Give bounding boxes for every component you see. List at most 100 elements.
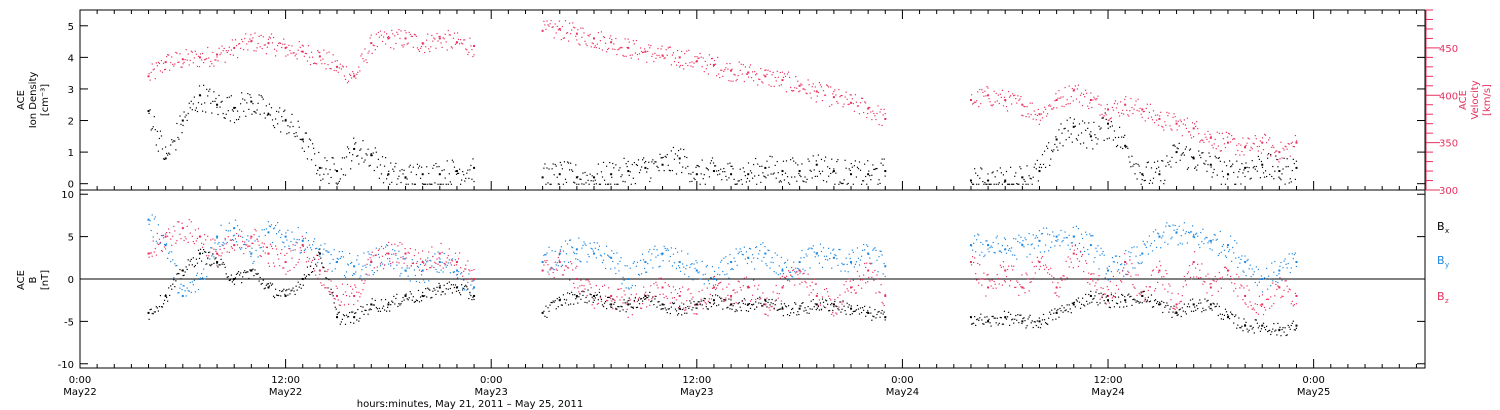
sample-by xyxy=(354,273,356,275)
sample-velocity xyxy=(1156,119,1158,121)
sample-by xyxy=(861,249,864,251)
sample-ion-density xyxy=(572,170,574,172)
sample-by xyxy=(1014,254,1016,256)
sample-velocity xyxy=(1237,149,1239,152)
sample-by xyxy=(1140,262,1142,265)
sample-bz xyxy=(364,280,366,282)
sample-ion-density xyxy=(308,138,311,140)
sample-bx xyxy=(1080,303,1083,305)
sample-bz xyxy=(376,266,378,268)
sample-ion-density xyxy=(469,169,471,171)
sample-bx xyxy=(820,308,823,310)
sample-by xyxy=(303,249,305,251)
sample-bz xyxy=(777,297,779,299)
sample-by xyxy=(830,252,832,254)
sample-bx xyxy=(356,319,358,321)
sample-velocity xyxy=(1255,138,1257,140)
sample-ion-density xyxy=(1246,166,1248,168)
sample-by xyxy=(1096,250,1098,252)
data-point-ion-density xyxy=(336,170,339,173)
data-point-velocity xyxy=(164,61,167,64)
sample-bx xyxy=(442,291,444,293)
sample-by xyxy=(470,284,472,286)
sample-ion-density xyxy=(214,100,216,102)
sample-ion-density xyxy=(176,122,178,125)
sample-by xyxy=(1245,275,1247,277)
sample-velocity xyxy=(725,67,727,69)
sample-bx xyxy=(686,312,688,314)
sample-bz xyxy=(694,304,696,307)
sample-velocity xyxy=(280,42,282,44)
sample-bx xyxy=(878,310,880,313)
sample-by xyxy=(1065,237,1067,239)
data-point-ion-density xyxy=(1089,135,1092,138)
sample-bz xyxy=(1047,272,1049,274)
sample-ion-density xyxy=(649,180,651,183)
sample-bx xyxy=(1020,314,1022,316)
sample-bz xyxy=(1267,298,1269,300)
sample-ion-density xyxy=(638,172,641,174)
sample-ion-density xyxy=(990,183,992,185)
data-point-by xyxy=(850,261,853,264)
sample-ion-density xyxy=(302,141,304,143)
sample-ion-density xyxy=(1050,158,1052,160)
sample-by xyxy=(971,249,974,251)
sample-by xyxy=(338,251,340,253)
sample-ion-density xyxy=(830,172,832,175)
sample-by xyxy=(835,255,837,257)
sample-bz xyxy=(583,285,585,287)
sample-ion-density xyxy=(369,164,371,166)
sample-velocity xyxy=(1001,89,1003,91)
sample-velocity xyxy=(682,64,684,67)
sample-by xyxy=(366,274,368,276)
sample-bx xyxy=(788,314,791,317)
sample-ion-density xyxy=(197,102,200,104)
sample-ion-density xyxy=(1069,117,1071,119)
sample-velocity xyxy=(690,65,692,67)
sample-by xyxy=(175,265,177,267)
sample-ion-density xyxy=(731,165,733,168)
sample-velocity xyxy=(429,50,431,53)
sample-velocity xyxy=(882,114,884,116)
sample-bx xyxy=(369,308,371,310)
sample-by xyxy=(878,256,880,258)
sample-ion-density xyxy=(219,106,221,108)
sample-bz xyxy=(280,252,282,255)
sample-bx xyxy=(881,309,883,312)
sample-ion-density xyxy=(1136,178,1138,180)
sample-bz xyxy=(362,289,364,291)
sample-bz xyxy=(1095,282,1097,284)
sample-bx xyxy=(836,305,838,308)
sample-bx xyxy=(265,284,267,286)
sample-by xyxy=(1268,275,1270,277)
sample-bz xyxy=(179,233,181,235)
sample-by xyxy=(263,229,265,231)
sample-bx xyxy=(182,274,184,277)
sample-bz xyxy=(1146,301,1148,303)
sample-by xyxy=(881,254,883,256)
sample-velocity xyxy=(706,64,708,66)
sample-ion-density xyxy=(463,174,465,176)
sample-bz xyxy=(996,274,998,276)
sample-bx xyxy=(364,309,366,311)
sample-bz xyxy=(289,269,291,271)
sample-velocity xyxy=(450,46,452,48)
sample-velocity xyxy=(1257,150,1259,152)
data-point-bz xyxy=(1124,261,1127,264)
sample-bz xyxy=(363,282,365,285)
sample-ion-density xyxy=(627,160,629,163)
data-point-bx xyxy=(610,303,613,306)
sample-ion-density xyxy=(405,183,407,185)
sample-ion-density xyxy=(325,168,327,170)
sample-bz xyxy=(276,248,278,250)
sample-velocity xyxy=(220,52,222,54)
sample-velocity xyxy=(681,50,683,53)
sample-bx xyxy=(254,269,256,271)
sample-velocity xyxy=(368,50,370,52)
sample-bx xyxy=(1028,316,1030,318)
sample-ion-density xyxy=(189,107,191,109)
sample-velocity xyxy=(1268,139,1270,141)
sample-bz xyxy=(1241,285,1243,287)
sample-ion-density xyxy=(743,171,745,173)
